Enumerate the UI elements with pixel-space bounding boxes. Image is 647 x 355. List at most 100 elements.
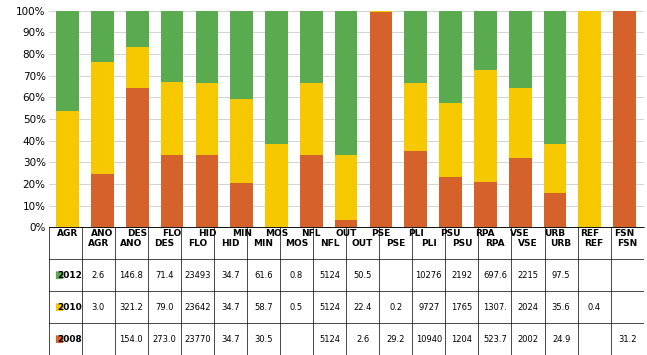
Bar xyxy=(474,70,497,182)
Text: 71.4: 71.4 xyxy=(155,271,173,280)
Text: 1765: 1765 xyxy=(451,302,472,312)
Text: 2.6: 2.6 xyxy=(91,271,105,280)
Text: 22.4: 22.4 xyxy=(353,302,372,312)
Text: 5124: 5124 xyxy=(319,271,340,280)
Bar xyxy=(474,182,497,227)
Bar xyxy=(126,88,149,227)
Text: 50.5: 50.5 xyxy=(353,271,372,280)
Text: 5124: 5124 xyxy=(319,302,340,312)
Bar xyxy=(335,220,357,227)
Bar xyxy=(161,82,183,155)
Text: 2010: 2010 xyxy=(58,302,82,312)
Text: 2002: 2002 xyxy=(518,334,538,344)
Bar xyxy=(230,11,253,99)
Text: 35.6: 35.6 xyxy=(552,302,571,312)
Text: 34.7: 34.7 xyxy=(221,334,240,344)
Text: 1204: 1204 xyxy=(452,334,472,344)
Bar xyxy=(300,155,323,227)
Text: ■: ■ xyxy=(54,302,63,312)
Text: 321.2: 321.2 xyxy=(119,302,143,312)
Text: VSE: VSE xyxy=(518,239,538,248)
Bar xyxy=(265,144,288,227)
Text: 1307.: 1307. xyxy=(483,302,507,312)
Bar xyxy=(195,11,218,83)
Bar xyxy=(300,83,323,155)
Text: FSN: FSN xyxy=(617,239,637,248)
Text: 273.0: 273.0 xyxy=(152,334,176,344)
Text: 2215: 2215 xyxy=(518,271,538,280)
Text: 23770: 23770 xyxy=(184,334,211,344)
Bar xyxy=(195,83,218,155)
Text: 61.6: 61.6 xyxy=(254,271,273,280)
Text: FLO: FLO xyxy=(188,239,207,248)
Text: 0.5: 0.5 xyxy=(290,302,303,312)
Text: URB: URB xyxy=(551,239,572,248)
Text: 9727: 9727 xyxy=(418,302,439,312)
Bar xyxy=(578,11,601,227)
Bar xyxy=(439,11,462,103)
Bar xyxy=(300,11,323,83)
Text: OUT: OUT xyxy=(352,239,373,248)
Bar xyxy=(509,158,531,227)
Text: REF: REF xyxy=(585,239,604,248)
Text: 97.5: 97.5 xyxy=(552,271,571,280)
Bar xyxy=(439,177,462,227)
Text: 0.2: 0.2 xyxy=(389,302,402,312)
Text: 30.5: 30.5 xyxy=(254,334,273,344)
Text: 146.8: 146.8 xyxy=(119,271,143,280)
Text: 2192: 2192 xyxy=(452,271,472,280)
Bar xyxy=(509,11,531,87)
Text: PLI: PLI xyxy=(421,239,437,248)
Text: 10940: 10940 xyxy=(415,334,442,344)
Text: ANO: ANO xyxy=(120,239,142,248)
Text: AGR: AGR xyxy=(87,239,109,248)
Text: NFL: NFL xyxy=(320,239,340,248)
Text: 697.6: 697.6 xyxy=(483,271,507,280)
Bar xyxy=(404,151,427,227)
Bar xyxy=(126,47,149,88)
Bar xyxy=(509,87,531,158)
Text: 2024: 2024 xyxy=(518,302,538,312)
Text: 79.0: 79.0 xyxy=(155,302,173,312)
Bar xyxy=(369,11,392,12)
Bar xyxy=(543,193,566,227)
Text: HID: HID xyxy=(221,239,239,248)
Text: 23493: 23493 xyxy=(184,271,210,280)
Text: RPA: RPA xyxy=(485,239,505,248)
Bar xyxy=(126,11,149,47)
Bar xyxy=(369,12,392,227)
Text: 3.0: 3.0 xyxy=(91,302,105,312)
Bar xyxy=(335,11,357,155)
Bar xyxy=(56,11,79,111)
Bar xyxy=(543,11,566,144)
Text: 34.7: 34.7 xyxy=(221,302,240,312)
Text: 10276: 10276 xyxy=(415,271,442,280)
Text: DES: DES xyxy=(154,239,174,248)
Text: MIN: MIN xyxy=(254,239,274,248)
Text: 2.6: 2.6 xyxy=(356,334,369,344)
Text: 23642: 23642 xyxy=(184,302,210,312)
Bar xyxy=(56,111,79,227)
Bar xyxy=(161,155,183,227)
Bar xyxy=(613,11,636,227)
Text: 31.2: 31.2 xyxy=(618,334,637,344)
Text: PSE: PSE xyxy=(386,239,406,248)
Bar xyxy=(161,11,183,82)
Text: 0.4: 0.4 xyxy=(587,302,600,312)
Text: ■: ■ xyxy=(54,334,63,344)
Text: PSU: PSU xyxy=(452,239,472,248)
Text: 154.0: 154.0 xyxy=(120,334,143,344)
Text: ■: ■ xyxy=(54,270,63,280)
Text: MOS: MOS xyxy=(285,239,308,248)
Bar xyxy=(195,155,218,227)
Text: 0.8: 0.8 xyxy=(290,271,303,280)
Bar xyxy=(543,144,566,193)
Bar xyxy=(335,155,357,220)
Bar xyxy=(404,83,427,151)
Bar xyxy=(91,11,114,62)
Text: 29.2: 29.2 xyxy=(386,334,405,344)
Bar xyxy=(230,184,253,227)
Text: 523.7: 523.7 xyxy=(483,334,507,344)
Text: 5124: 5124 xyxy=(319,334,340,344)
Bar xyxy=(474,11,497,70)
